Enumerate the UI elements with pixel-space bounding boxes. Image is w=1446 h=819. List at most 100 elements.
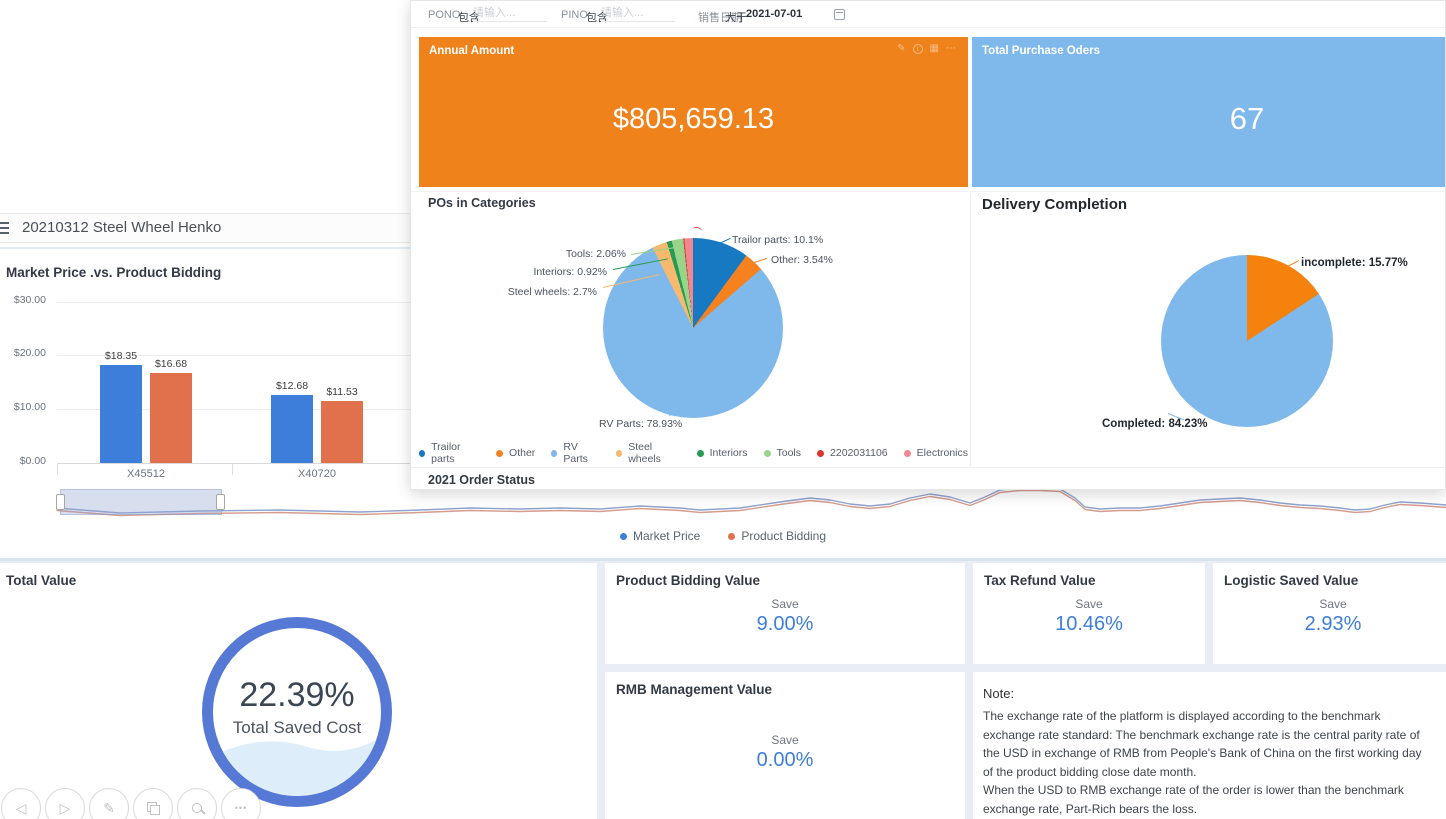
bar-value-label: $18.35 [104,350,138,362]
total-saved-caption: Total Saved Cost [232,718,362,737]
more-button[interactable]: ••• [221,788,261,819]
back-button[interactable]: ◁ [1,788,41,819]
pono-filter-label: PONO [428,9,461,21]
bar-value-label: $12.68 [275,380,309,392]
pino-filter-label: PINO [561,9,588,21]
legend-item-rv-parts[interactable]: RV Parts [551,441,600,465]
pie-label-tools: Tools: 2.06% [565,248,626,260]
edit-icon[interactable]: ✎ [897,43,906,54]
save-value: 9.00% [756,613,814,635]
pono-filter-input[interactable] [473,4,547,22]
annual-amount-card[interactable]: $805,659.13 Annual Amount ✎ i ▦ ⋯ [419,37,968,187]
legend-item-market-price[interactable]: Market Price [619,529,700,543]
bar-product-bidding-X40720[interactable] [321,401,363,463]
bar-market-price-X45512[interactable] [100,365,142,463]
save-label: Save [771,597,799,611]
save-value: 10.46% [1055,613,1123,635]
x-axis-label: X45512 [127,468,165,480]
bar-product-bidding-X45512[interactable] [150,373,192,463]
legend-item-electronics[interactable]: Electronics [903,441,968,465]
bar-value-label: $16.68 [154,358,188,370]
pie-label-rv-parts: RV Parts: 78.93% [599,418,683,430]
gauge-text: 22.39% Total Saved Cost [213,676,381,738]
bar-chart-legend: Market Price Product Bidding [0,529,1446,543]
edit-button[interactable]: ✎ [89,788,129,819]
save-label: Save [1075,597,1103,611]
bar-value-label: $11.53 [326,386,358,398]
note-paragraph: The exchange rate of the platform is dis… [983,709,1422,779]
logistic-saved-value-card: Logistic Saved Value Save 2.93% [1213,563,1446,664]
order-status-title: 2021 Order Status [428,473,535,487]
divider [0,558,1446,561]
save-value: 2.93% [1304,613,1362,635]
pino-filter-input[interactable] [601,4,675,22]
pos-categories-pie-chart[interactable] [603,238,783,418]
x-axis-tick [57,463,58,475]
legend-item-interiors[interactable]: Interiors [696,441,748,465]
card-title: RMB Management Value [616,682,773,697]
y-axis-label: $20.00 [13,347,46,359]
bar-plot-area: $18.35 $12.68 $16.68 $11.53 [57,302,412,463]
more-icon[interactable]: ⋯ [946,43,956,54]
window-title: 20210312 Steel Wheel Henko [22,219,222,236]
market-price-bar-chart: $30.00 $20.00 $10.00 $0.00 $18.35 $12.68 $16.… [0,294,414,496]
annual-amount-value: $805,659.13 [612,102,775,135]
pos-in-categories-title: POs in Categories [428,196,536,210]
search-icon [192,803,202,813]
save-label: Save [1319,597,1347,611]
gridline [57,409,412,410]
bottom-panel: Total Value 22.39% Total Saved Cost Prod… [0,561,1446,819]
legend-item-2202031106[interactable]: 2202031106 [817,441,888,465]
gridline [57,355,412,356]
legend-item-tools[interactable]: Tools [763,441,801,465]
legend-item-product-bidding[interactable]: Product Bidding [728,529,826,543]
total-saved-percent: 22.39% [239,676,355,714]
total-purchase-orders-card[interactable]: 67 Total Purchase Oders [972,37,1445,187]
card-title: Tax Refund Value [984,573,1096,588]
divider [411,191,1445,192]
sales-date-value[interactable]: 2021-07-01 [746,8,803,20]
rmb-management-value-card: RMB Management Value Save 0.00% [605,672,965,819]
y-axis-label: $0.00 [19,455,46,467]
save-label: Save [771,733,799,747]
total-value-card: Total Value 22.39% Total Saved Cost [0,563,597,819]
gridline [57,302,412,303]
overview-wave [56,487,1446,517]
pie-label-steel-wheels: Steel wheels: 2.7% [507,286,597,298]
bar-market-price-X40720[interactable] [271,395,313,463]
gauge-liquid: 22.39% Total Saved Cost [213,628,381,796]
calendar-icon[interactable] [834,9,845,20]
legend-item-other[interactable]: Other [496,441,535,465]
y-axis-label: $10.00 [13,401,46,413]
forward-button[interactable]: ▷ [45,788,85,819]
legend-item-steel-wheels[interactable]: Steel wheels [616,441,681,465]
card-title: Logistic Saved Value [1224,573,1359,588]
zoom-button[interactable] [177,788,217,819]
info-icon[interactable]: i [912,43,923,54]
pie-label-incomplete: incomplete: 15.77% [1301,257,1408,269]
copy-icon [146,801,160,815]
total-purchase-orders-title: Total Purchase Oders [982,45,1101,57]
zoom-selection[interactable] [60,489,222,515]
tax-refund-value-card: Tax Refund Value Save 10.46% [973,563,1205,664]
note-card: Note: The exchange rate of the platform … [973,672,1446,819]
zoom-handle-right[interactable] [216,494,225,510]
delivery-completion-pie-chart[interactable] [1161,255,1333,427]
zoom-handle-left[interactable] [56,494,65,510]
total-value-title: Total Value [6,573,77,588]
total-saved-gauge[interactable]: 22.39% Total Saved Cost [202,617,392,807]
overlay-dashboard-window: PONO 包含 PINO 包含 销售日期 大于 2021-07-01 $805,… [410,0,1446,490]
sales-date-operator[interactable]: 大于 [725,12,747,24]
legend-item-trailor-parts[interactable]: Trailor parts [419,441,480,465]
product-bidding-value-card: Product Bidding Value Save 9.00% [605,563,965,664]
pie-legend: Trailor parts Other RV Parts Steel wheels In… [419,441,968,465]
ellipsis-icon: ••• [234,803,248,813]
divider [970,193,971,467]
menu-icon[interactable] [0,222,9,237]
grid-icon[interactable]: ▦ [929,43,939,54]
pie-label-interiors: Interiors: 0.92% [533,266,607,278]
copy-button[interactable] [133,788,173,819]
bar-chart-title: Market Price .vs. Product Bidding [6,265,222,280]
data-zoom-strip[interactable] [50,487,1446,517]
